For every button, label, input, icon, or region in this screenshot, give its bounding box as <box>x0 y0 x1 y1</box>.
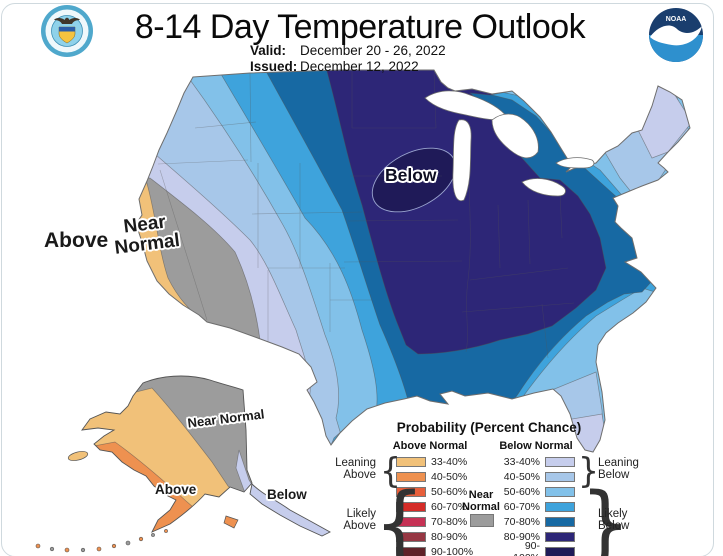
legend-row-below: 33-40% <box>502 456 575 468</box>
swatch-above-50-60 <box>396 487 426 497</box>
group-leaning-below: Leaning Below <box>598 457 639 481</box>
kodiak-island <box>223 515 239 529</box>
swatch-near-normal <box>470 514 494 527</box>
swatch-below-40-50 <box>545 472 575 482</box>
temperature-outlook-map: NOAA <box>35 5 703 553</box>
issue-block: Valid: December 20 - 26, 2022 Issued: Dece… <box>250 43 446 74</box>
outlook-content: NOAA 8-14 Day Temperature Outlook Valid:… <box>2 4 713 556</box>
lake-huron <box>491 113 539 159</box>
aleutian-island-dot <box>35 543 41 549</box>
swatch-below-50-60 <box>545 487 575 497</box>
aleutian-island-dot <box>111 543 117 549</box>
range-label: 40-50% <box>431 471 468 483</box>
swatch-below-33-40 <box>545 457 575 467</box>
great-lakes <box>424 90 595 202</box>
legend-row-below: 70-80% <box>502 516 575 528</box>
swatch-below-90-100 <box>545 547 575 556</box>
swatch-above-90-100 <box>396 547 426 556</box>
legend-above-column: 33-40% 40-50% 50-60% 60-70% 70-80% 80-90… <box>396 456 474 556</box>
valid-label: Valid: <box>250 43 287 58</box>
legend-row-above: 60-70% <box>396 501 473 513</box>
legend-title: Probability (Percent Chance) <box>396 420 582 435</box>
range-label: 70-80% <box>503 516 540 528</box>
range-label: 80-90% <box>431 531 468 543</box>
probability-legend: Probability (Percent Chance) Above Norma… <box>328 418 673 556</box>
conus-below-label: Below <box>385 165 437 185</box>
brace-likely-below: } <box>580 474 631 556</box>
aleutian-island-dot <box>64 547 70 553</box>
legend-row-below: 80-90% <box>502 531 575 543</box>
dept-of-commerce-seal-icon <box>41 5 93 57</box>
legend-row-above: 33-40% <box>396 456 473 468</box>
group-leaning-above: Leaning Above <box>335 457 376 481</box>
aleutian-island-dot <box>49 546 55 552</box>
range-label: 60-70% <box>431 501 468 513</box>
outlook-image-card[interactable]: NOAA 8-14 Day Temperature Outlook Valid:… <box>1 3 714 556</box>
swatch-above-80-90 <box>396 532 426 542</box>
valid-value: December 20 - 26, 2022 <box>300 43 446 58</box>
range-label: 33-40% <box>431 456 468 468</box>
aleutian-island-dot <box>164 529 168 533</box>
legend-above-header: Above Normal <box>392 440 468 452</box>
lake-michigan <box>452 119 472 202</box>
issued-label: Issued: <box>250 58 298 74</box>
lake-erie <box>521 178 566 197</box>
swatch-below-60-70 <box>545 502 575 512</box>
range-label: 90-100% <box>431 546 474 556</box>
legend-row-above: 50-60% <box>396 486 473 498</box>
legend-row-above: 90-100% <box>396 546 474 556</box>
alaska-panhandle <box>249 483 331 537</box>
band-below-80-90 <box>324 70 607 355</box>
alaska-outline <box>81 375 253 533</box>
issued-line: Issued: December 12, 2022 <box>250 59 446 75</box>
range-label: 33-40% <box>503 456 540 468</box>
valid-line: Valid: December 20 - 26, 2022 <box>250 43 446 59</box>
legend-row-above: 40-50% <box>396 471 473 483</box>
brace-leaning-below: } <box>578 450 599 491</box>
page-title: 8-14 Day Temperature Outlook <box>134 8 586 46</box>
range-label: 70-80% <box>431 516 468 528</box>
legend-row-above: 70-80% <box>396 516 473 528</box>
noaa-logo-icon: NOAA <box>649 8 703 62</box>
legend-row-below: 40-50% <box>502 471 575 483</box>
aleutian-island-dot <box>96 546 102 552</box>
lake-ontario <box>555 157 595 169</box>
swatch-above-60-70 <box>396 502 426 512</box>
aleutian-island-dot <box>151 533 155 537</box>
swatch-above-33-40 <box>396 457 426 467</box>
issued-value: December 12, 2022 <box>300 58 419 74</box>
aleutian-island-dot <box>80 547 86 553</box>
range-label: 60-70% <box>503 501 540 513</box>
legend-below-column: 33-40% 40-50% 50-60% 60-70% 70-80% 80-90… <box>502 456 575 556</box>
range-label: 40-50% <box>503 471 540 483</box>
legend-near-normal-label: Near Normal <box>462 489 500 513</box>
noaa-wordmark: NOAA <box>666 16 687 23</box>
swatch-below-70-80 <box>545 517 575 527</box>
swatch-above-40-50 <box>396 472 426 482</box>
swatch-below-80-90 <box>545 532 575 542</box>
brace-leaning-above: { <box>380 450 401 491</box>
conus-above-label: Above <box>44 229 109 252</box>
group-likely-below: Likely Below <box>598 508 630 532</box>
st-lawrence-island <box>67 451 89 461</box>
aleutian-islands <box>35 529 168 553</box>
legend-row-above: 80-90% <box>396 531 473 543</box>
legend-row-below: 60-70% <box>502 501 575 513</box>
range-label: 80-90% <box>503 531 540 543</box>
aleutian-island-dot <box>125 540 131 546</box>
legend-below-header: Below Normal <box>499 440 573 452</box>
range-label: 90-100% <box>513 540 540 556</box>
group-likely-above: Likely Above <box>343 508 376 532</box>
legend-row-below: 50-60% <box>502 486 575 498</box>
brace-likely-above: { <box>374 474 425 556</box>
legend-row-below: 90-100% <box>502 540 575 556</box>
swatch-above-70-80 <box>396 517 426 527</box>
range-label: 50-60% <box>431 486 468 498</box>
aleutian-island-dot <box>138 536 144 542</box>
alaska-above-label: Above <box>155 482 197 497</box>
alaska-below-label: Below <box>267 487 307 502</box>
range-label: 50-60% <box>503 486 540 498</box>
